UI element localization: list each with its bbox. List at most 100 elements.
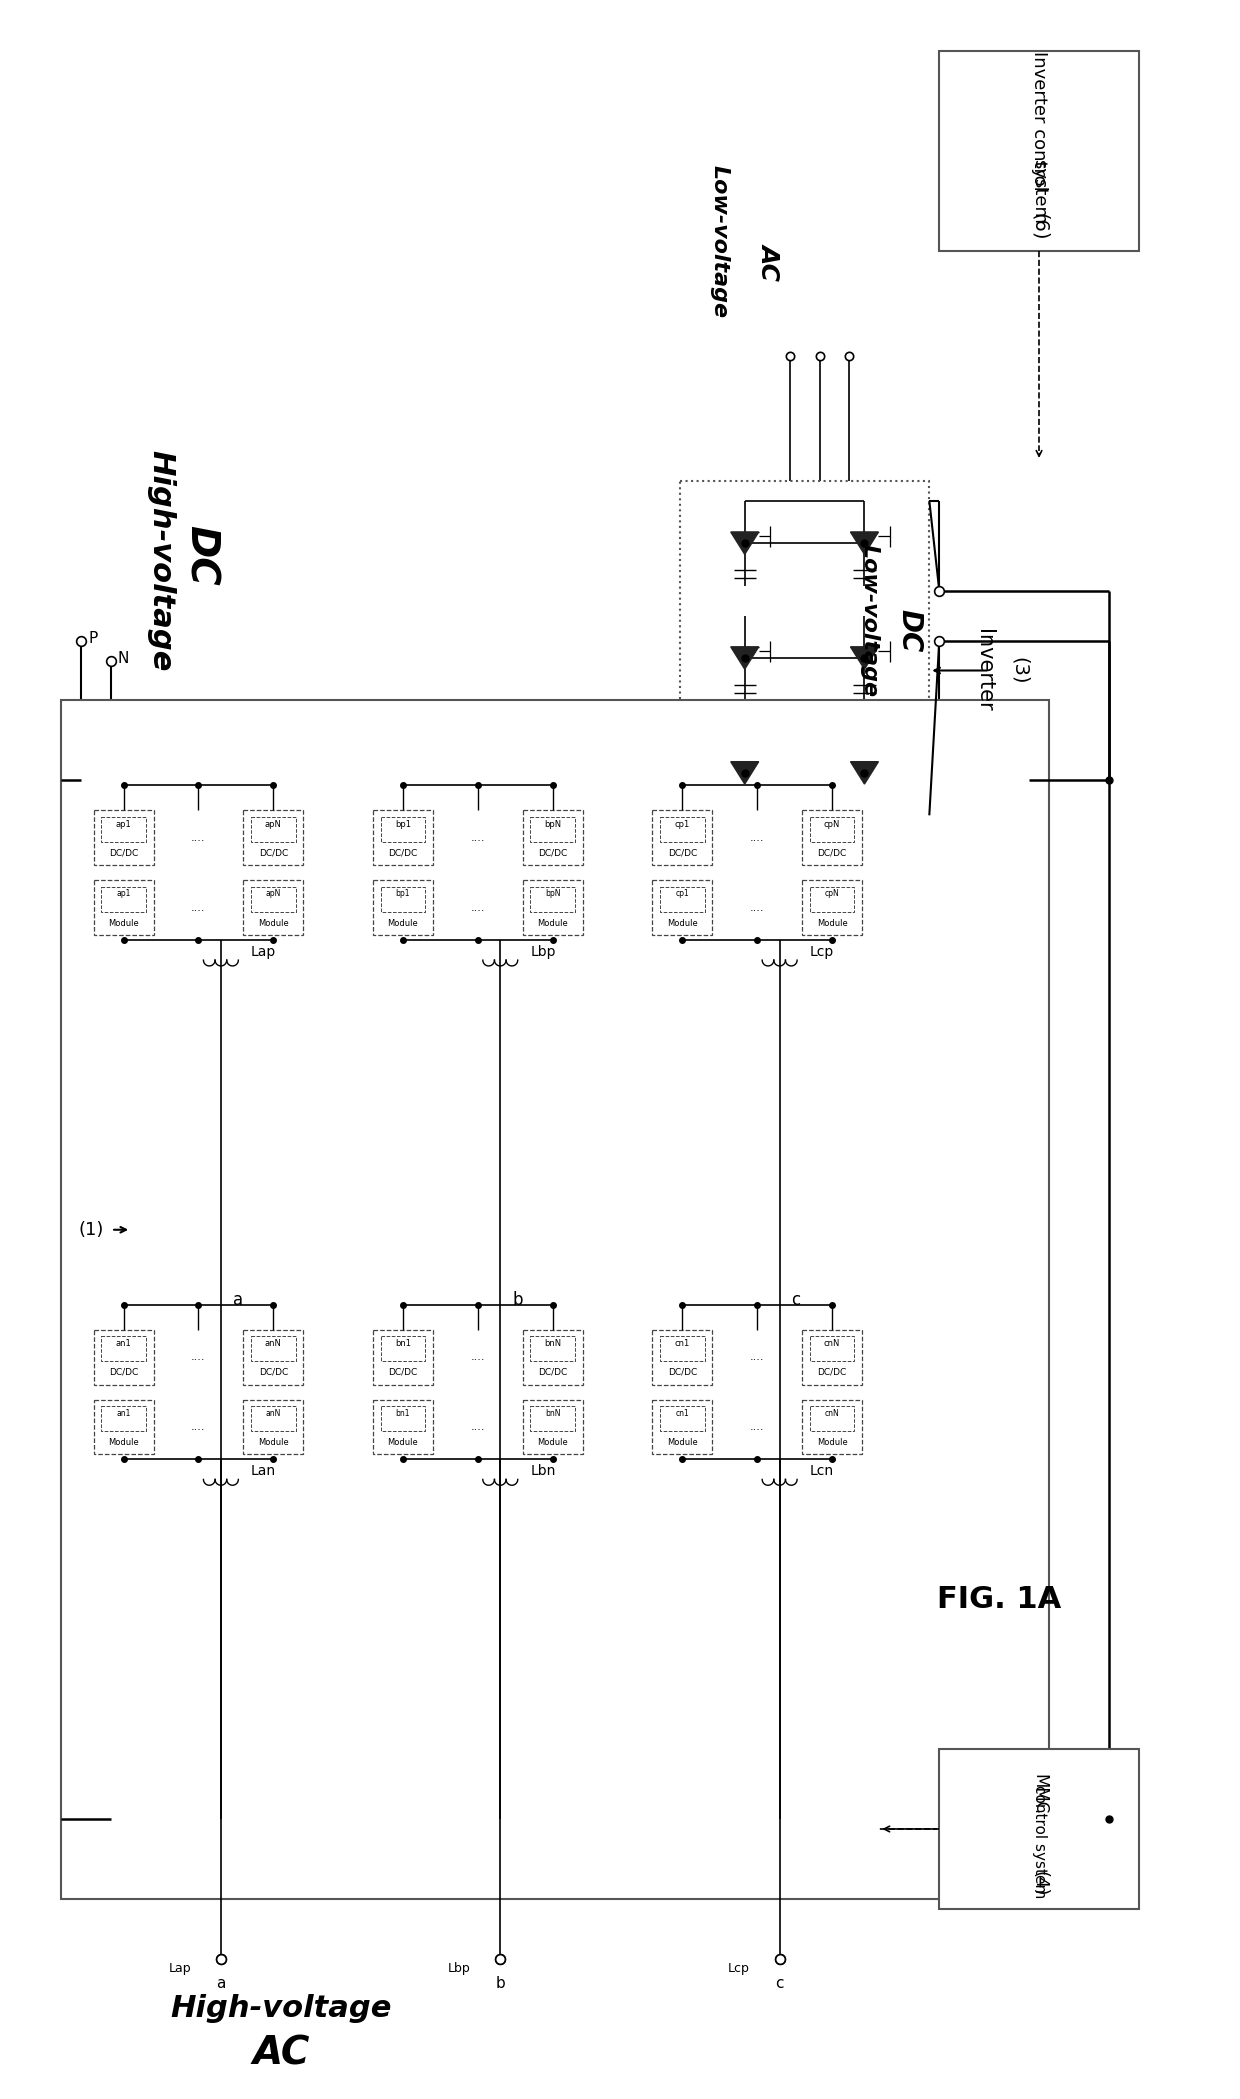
Text: (3): (3)	[1009, 657, 1029, 684]
Bar	[531, 886, 575, 911]
Text: Module: Module	[537, 919, 568, 928]
Bar	[523, 1400, 583, 1455]
Text: ....: ....	[750, 833, 764, 844]
Bar	[373, 1400, 433, 1455]
Text: Module: Module	[108, 1438, 139, 1446]
Text: DC: DC	[895, 609, 924, 653]
Bar	[381, 1406, 425, 1432]
Text: Module: Module	[667, 919, 698, 928]
Bar	[250, 1406, 295, 1432]
Bar	[810, 1406, 854, 1432]
Bar	[531, 817, 575, 842]
Text: FIG. 1A: FIG. 1A	[937, 1585, 1061, 1614]
Bar	[802, 1400, 862, 1455]
Text: ap1: ap1	[115, 819, 131, 829]
Text: an1: an1	[115, 1339, 131, 1348]
Text: Module: Module	[667, 1438, 698, 1446]
Bar	[250, 886, 295, 911]
Text: DC/DC: DC/DC	[109, 1369, 138, 1377]
Text: Lap: Lap	[169, 1963, 191, 1975]
Bar	[373, 1329, 433, 1385]
Bar	[802, 810, 862, 865]
Text: Lbn: Lbn	[531, 1465, 556, 1478]
Text: Module: Module	[817, 919, 847, 928]
Bar	[939, 50, 1138, 252]
Text: Lcn: Lcn	[810, 1465, 833, 1478]
Text: Module: Module	[388, 1438, 418, 1446]
Bar	[61, 701, 1049, 1900]
Text: cn1: cn1	[676, 1408, 689, 1417]
Text: (4): (4)	[1030, 1870, 1048, 1895]
Text: DC: DC	[182, 525, 219, 586]
Text: ....: ....	[191, 833, 206, 844]
Text: ....: ....	[191, 1421, 206, 1432]
Bar	[531, 1337, 575, 1360]
Bar	[523, 879, 583, 936]
Text: Lbp: Lbp	[531, 945, 556, 959]
Bar	[652, 1400, 712, 1455]
Bar	[810, 886, 854, 911]
Text: cp1: cp1	[676, 890, 689, 898]
Polygon shape	[851, 531, 878, 554]
Text: P: P	[88, 632, 98, 646]
Text: Module: Module	[258, 1438, 289, 1446]
Text: ....: ....	[191, 903, 206, 913]
Bar	[102, 1406, 146, 1432]
Text: b: b	[512, 1291, 523, 1308]
Text: Inverter control: Inverter control	[1030, 50, 1048, 191]
Bar	[102, 886, 146, 911]
Text: bnN: bnN	[544, 1339, 562, 1348]
Text: ....: ....	[470, 1421, 485, 1432]
Bar	[94, 810, 154, 865]
Text: Lap: Lap	[250, 945, 277, 959]
Bar	[660, 1406, 704, 1432]
Text: AC: AC	[758, 243, 781, 279]
Text: a: a	[233, 1291, 243, 1308]
Text: ap1: ap1	[117, 890, 130, 898]
Bar	[680, 481, 929, 861]
Text: High-voltage: High-voltage	[170, 1994, 392, 2023]
Text: DC/DC: DC/DC	[538, 848, 567, 858]
Text: DC/DC: DC/DC	[817, 1369, 847, 1377]
Bar	[94, 1329, 154, 1385]
Text: cnN: cnN	[825, 1408, 839, 1417]
Text: (1): (1)	[78, 1222, 104, 1238]
Text: DC/DC: DC/DC	[388, 1369, 418, 1377]
Text: bn1: bn1	[396, 1339, 410, 1348]
Text: an1: an1	[117, 1408, 130, 1417]
Text: bnN: bnN	[544, 1408, 560, 1417]
Bar	[94, 1400, 154, 1455]
Bar	[660, 886, 704, 911]
Bar	[660, 817, 704, 842]
Text: Lbp: Lbp	[448, 1963, 470, 1975]
Text: MMC: MMC	[1030, 1774, 1048, 1814]
Text: DC/DC: DC/DC	[667, 848, 697, 858]
Bar	[102, 1337, 146, 1360]
Bar	[243, 1400, 304, 1455]
Bar	[939, 1748, 1138, 1908]
Text: ....: ....	[750, 1421, 764, 1432]
Bar	[243, 810, 304, 865]
Bar	[243, 879, 304, 936]
Polygon shape	[851, 762, 878, 785]
Bar	[802, 879, 862, 936]
Text: control system: control system	[1032, 1784, 1047, 1897]
Bar	[381, 817, 425, 842]
Text: ....: ....	[750, 1352, 764, 1362]
Text: DC/DC: DC/DC	[667, 1369, 697, 1377]
Polygon shape	[730, 531, 759, 554]
Bar	[810, 817, 854, 842]
Text: cnN: cnN	[823, 1339, 841, 1348]
Bar	[652, 1329, 712, 1385]
Bar	[652, 879, 712, 936]
Text: Module: Module	[537, 1438, 568, 1446]
Text: Lcp: Lcp	[728, 1963, 750, 1975]
Bar	[102, 817, 146, 842]
Text: (6): (6)	[1029, 214, 1049, 241]
Text: Lan: Lan	[250, 1465, 277, 1478]
Bar	[250, 1337, 295, 1360]
Text: DC/DC: DC/DC	[538, 1369, 567, 1377]
Text: bn1: bn1	[396, 1408, 410, 1417]
Text: DC/DC: DC/DC	[817, 848, 847, 858]
Text: system: system	[1030, 160, 1048, 225]
